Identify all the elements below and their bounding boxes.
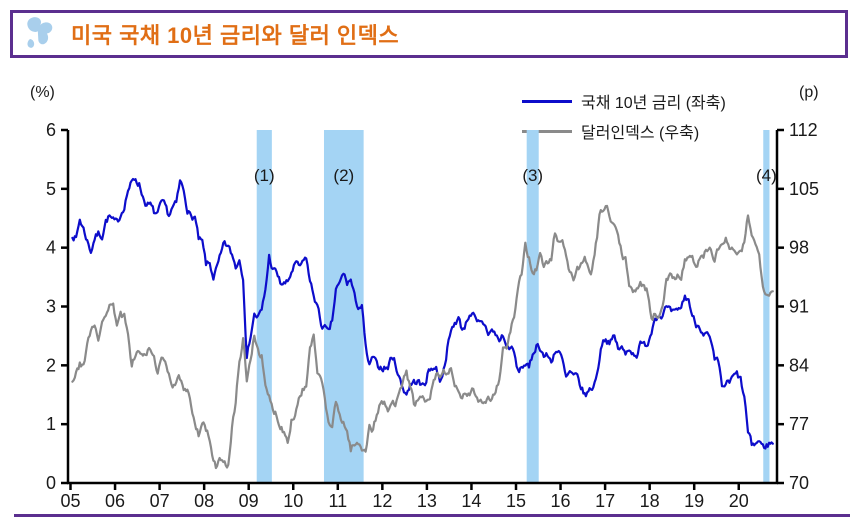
left-axis-tick-label: 5 xyxy=(46,179,56,199)
right-axis-unit-label: (p) xyxy=(799,84,819,101)
right-axis-tick-label: 84 xyxy=(789,355,809,375)
right-axis-tick-label: 70 xyxy=(789,473,809,493)
treasury-yield-line xyxy=(71,177,774,450)
x-axis-tick-label: 15 xyxy=(506,491,526,511)
x-axis-tick-label: 20 xyxy=(729,491,749,511)
left-axis-tick-label: 1 xyxy=(46,414,56,434)
chart-header: 미국 국채 10년 금리와 달러 인덱스 xyxy=(10,10,848,58)
legend-label-treasury: 국채 10년 금리 (좌축) xyxy=(581,95,726,112)
x-axis-tick-label: 10 xyxy=(283,491,303,511)
x-axis-tick-label: 12 xyxy=(372,491,392,511)
left-axis-tick-label: 2 xyxy=(46,355,56,375)
x-axis-tick-label: 16 xyxy=(551,491,571,511)
right-axis-tick-label: 91 xyxy=(789,297,809,317)
x-axis-tick-label: 14 xyxy=(461,491,481,511)
left-axis-unit-label: (%) xyxy=(30,84,55,101)
legend-label-dollar: 달러인덱스 (우축) xyxy=(581,125,700,142)
right-axis-tick-label: 98 xyxy=(789,238,809,258)
shaded-band xyxy=(763,130,770,483)
page-title: 미국 국채 10년 금리와 달러 인덱스 xyxy=(71,23,400,48)
legend: 국채 10년 금리 (좌축) 달러인덱스 (우축) xyxy=(522,88,726,148)
x-axis-tick-label: 07 xyxy=(150,491,170,511)
right-axis-tick-label: 112 xyxy=(789,120,818,140)
x-axis-tick-label: 08 xyxy=(194,491,214,511)
left-axis-tick-label: 3 xyxy=(46,297,56,317)
dollar-line-swatch xyxy=(522,129,572,133)
band-label: (1) xyxy=(254,166,275,185)
dollar-index-line xyxy=(71,204,774,470)
x-axis-tick-label: 05 xyxy=(60,491,80,511)
treasury-line-swatch xyxy=(522,99,572,103)
left-axis-tick-label: 0 xyxy=(46,473,56,493)
band-label: (3) xyxy=(522,166,543,185)
shaded-band xyxy=(526,130,539,483)
legend-item-dollar: 달러인덱스 (우축) xyxy=(522,118,726,144)
x-axis-tick-label: 17 xyxy=(595,491,615,511)
right-axis-tick-label: 105 xyxy=(789,179,819,199)
x-axis-tick-label: 18 xyxy=(640,491,660,511)
right-axis-tick-label: 77 xyxy=(789,414,809,434)
x-axis-tick-label: 13 xyxy=(417,491,437,511)
bottom-divider xyxy=(14,514,850,517)
x-axis-tick-label: 09 xyxy=(239,491,259,511)
band-label: (4) xyxy=(756,166,777,185)
x-axis-tick-label: 06 xyxy=(105,491,125,511)
band-label: (2) xyxy=(333,166,354,185)
logo-icon xyxy=(27,17,53,48)
x-axis-tick-label: 19 xyxy=(684,491,704,511)
x-axis-tick-label: 11 xyxy=(328,491,347,511)
left-axis-tick-label: 4 xyxy=(46,238,56,258)
legend-item-treasury: 국채 10년 금리 (좌축) xyxy=(522,88,726,114)
left-axis-tick-label: 6 xyxy=(46,120,56,140)
